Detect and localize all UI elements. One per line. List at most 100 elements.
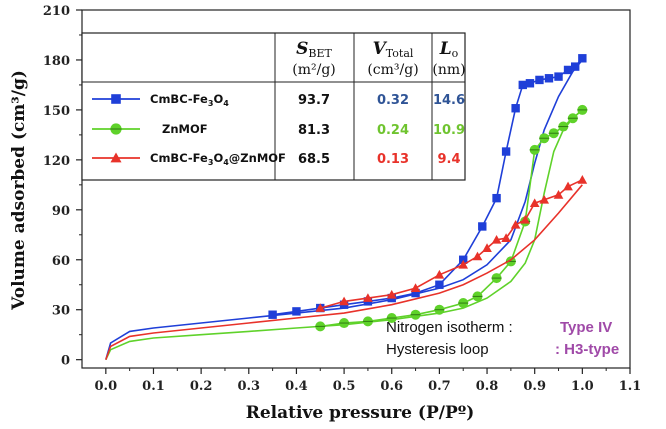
data-point [411, 288, 420, 298]
x-tick-label: 0.6 [380, 379, 403, 394]
table-cell-vtotal: 0.32 [377, 93, 409, 108]
data-point [339, 296, 349, 306]
plot-frame [81, 9, 631, 369]
annotation-block: Nitrogen isotherm : Type IV Hysteresis loo… [386, 319, 619, 358]
data-point [386, 313, 397, 324]
x-tick-label: 0.2 [190, 379, 213, 394]
data-point [539, 194, 550, 204]
data-point [459, 255, 468, 264]
data-point [529, 198, 540, 208]
annotation-value: : H3-type [555, 341, 619, 358]
table-cell-lo: 9.4 [437, 152, 460, 167]
data-point [491, 273, 502, 284]
table-cell-lo: 14.6 [433, 93, 465, 108]
data-point [268, 310, 277, 319]
data-point [510, 219, 521, 229]
table-unit-vtotal: (cm³/g) [367, 62, 418, 78]
legend-label: CmBC-Fe3O4@ZnMOF [150, 151, 286, 167]
data-point [482, 243, 492, 252]
desorption-curve [320, 179, 583, 309]
legend-table: SBET (m²/g) VTotal (cm³/g) Lo (nm) CmBC-Fe3O4 9… [81, 32, 466, 181]
y-tick-label: 180 [43, 54, 70, 69]
data-point [491, 234, 502, 244]
y-tick-label: 30 [52, 304, 70, 319]
x-tick-label: 0.8 [476, 379, 499, 394]
legend-marker [110, 152, 122, 163]
table-cell-sbet: 68.5 [298, 152, 330, 167]
data-point [434, 269, 445, 279]
data-point [563, 65, 573, 75]
legend-label: CmBC-Fe3O4 [150, 92, 229, 108]
data-point [410, 283, 421, 292]
table-cell-vtotal: 0.13 [377, 152, 409, 167]
data-point [492, 193, 501, 203]
y-tick-label: 60 [52, 254, 70, 269]
table-cell-vtotal: 0.24 [377, 123, 409, 138]
table-row: CmBC-Fe3O4 93.7 0.32 14.6 [92, 92, 465, 108]
table-cell-sbet: 93.7 [298, 93, 330, 108]
data-point [553, 189, 564, 199]
data-point [571, 62, 580, 71]
data-point [578, 54, 587, 63]
table-cell-lo: 10.9 [433, 123, 465, 138]
table-cell-sbet: 81.3 [298, 123, 330, 138]
legend-marker [111, 94, 121, 104]
data-point [501, 233, 511, 242]
data-point [292, 307, 301, 316]
table-header-sbet: SBET [296, 39, 332, 60]
table-header-vtotal: VTotal [373, 39, 414, 60]
adsorption-curve [105, 184, 583, 360]
data-point [434, 304, 445, 315]
data-point [520, 214, 530, 224]
plot-area [105, 54, 588, 361]
x-tick-label: 0.1 [142, 379, 165, 394]
data-point [535, 75, 544, 85]
data-point [386, 289, 397, 299]
data-point [435, 280, 444, 289]
y-tick-label: 210 [43, 4, 70, 19]
data-point [567, 113, 578, 124]
data-point [410, 309, 421, 320]
y-tick-label: 150 [43, 104, 70, 119]
data-point [315, 303, 326, 312]
data-point [458, 259, 469, 269]
series-cmbc-fe3o4 [105, 54, 587, 360]
data-point [577, 104, 588, 115]
x-tick-label: 0.4 [285, 379, 308, 394]
data-point [362, 316, 373, 327]
data-point [548, 128, 559, 139]
table-row: ZnMOF 81.3 0.24 10.9 [92, 122, 465, 138]
y-tick-label: 0 [61, 354, 70, 369]
data-point [339, 318, 350, 329]
data-point [577, 175, 588, 184]
data-point [501, 147, 511, 156]
axes: 0.0 0.1 0.2 0.3 0.4 0.5 0.6 0.7 0.8 0.9 1.0 1.1 0 30 6… [43, 4, 641, 394]
x-tick-label: 0.0 [95, 379, 118, 394]
table-frame [81, 32, 466, 181]
series-cmbc-fe3o4-znmof [105, 175, 588, 360]
table-unit-lo: (nm) [432, 62, 465, 78]
data-point [472, 291, 483, 302]
data-point [518, 80, 527, 90]
annotation-label: Nitrogen isotherm : [386, 319, 513, 336]
x-tick-label: 0.7 [428, 379, 451, 394]
data-point [529, 144, 540, 155]
data-point [554, 72, 563, 81]
data-point [315, 321, 326, 332]
y-tick-label: 90 [52, 204, 70, 219]
x-tick-label: 0.9 [523, 379, 546, 394]
y-axis-title: Volume adsorbed (cm³/g) [9, 70, 29, 311]
annotation-label: Hysteresis loop [386, 341, 489, 358]
data-point [563, 181, 573, 191]
x-tick-label: 0.5 [333, 379, 356, 394]
y-tick-label: 120 [43, 154, 70, 169]
x-tick-label: 0.3 [237, 379, 260, 394]
data-point [525, 79, 535, 88]
x-tick-label: 1.0 [571, 379, 594, 394]
legend-marker [110, 123, 122, 135]
x-axis-title: Relative pressure (P/Pº) [246, 403, 475, 423]
table-row: CmBC-Fe3O4@ZnMOF 68.5 0.13 9.4 [92, 151, 461, 167]
data-point [478, 222, 487, 231]
annotation-value: Type IV [560, 319, 612, 336]
data-point [472, 251, 483, 261]
